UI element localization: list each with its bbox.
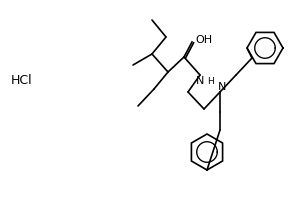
Text: N: N [196,76,204,86]
Text: HCl: HCl [11,73,33,86]
Text: H: H [207,77,214,86]
Text: OH: OH [195,35,212,45]
Text: N: N [218,82,226,92]
